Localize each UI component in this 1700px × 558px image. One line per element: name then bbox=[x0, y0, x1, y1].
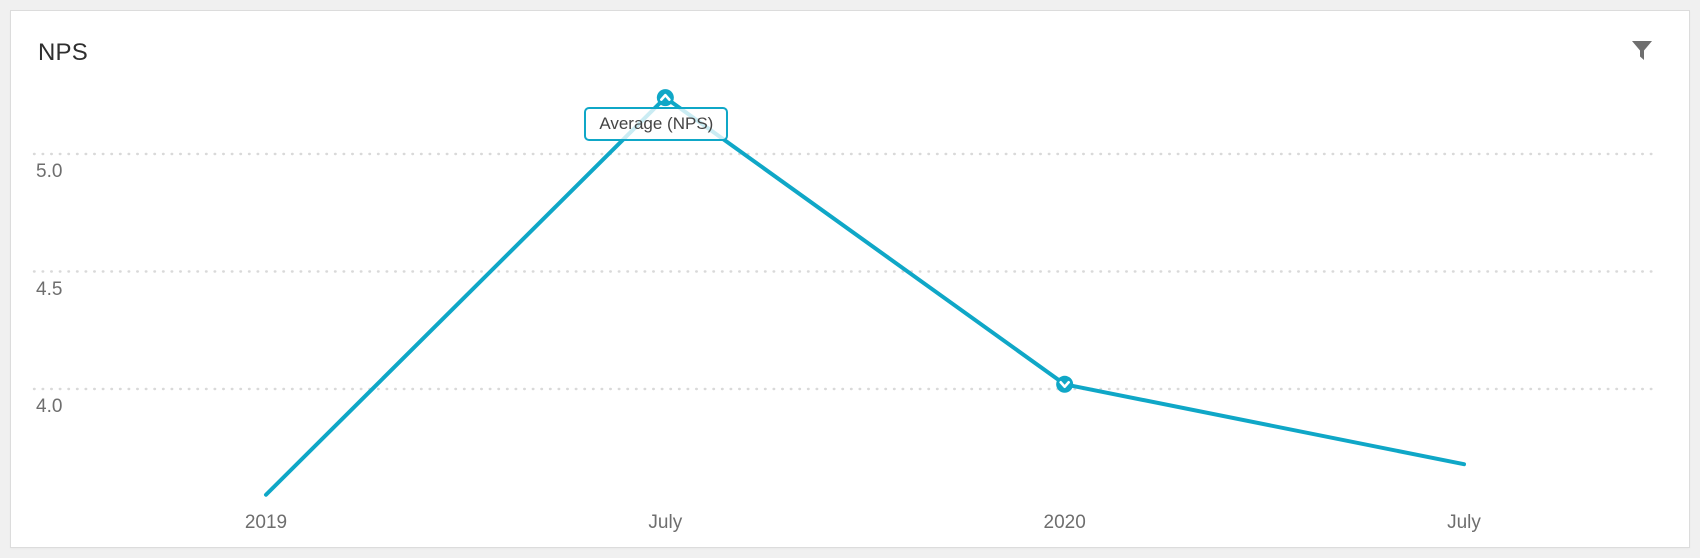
tooltip: Average (NPS) bbox=[584, 106, 729, 141]
data-point-marker-chevron-down[interactable] bbox=[1056, 375, 1074, 393]
y-axis-tick-label: 5.0 bbox=[36, 161, 63, 182]
x-axis-tick-label: 2019 bbox=[244, 512, 288, 533]
nps-card: NPS 5.0 4.5 4.0 2019 July 2020 July Average (N… bbox=[10, 10, 1690, 548]
nps-series-line bbox=[264, 95, 1466, 497]
y-axis-tick-label: 4.5 bbox=[36, 278, 63, 300]
card-title: NPS bbox=[38, 39, 88, 66]
filter-button[interactable] bbox=[1629, 39, 1655, 65]
x-axis-tick-label: July bbox=[648, 512, 683, 533]
nps-line-chart bbox=[32, 89, 1660, 497]
filter-funnel-icon bbox=[1632, 41, 1652, 60]
data-point-marker-chevron-up[interactable] bbox=[656, 89, 674, 107]
x-axis-tick-label: 2020 bbox=[1043, 512, 1086, 533]
y-axis-tick-label: 4.0 bbox=[36, 396, 63, 417]
x-axis-tick-label: July bbox=[1447, 512, 1481, 533]
